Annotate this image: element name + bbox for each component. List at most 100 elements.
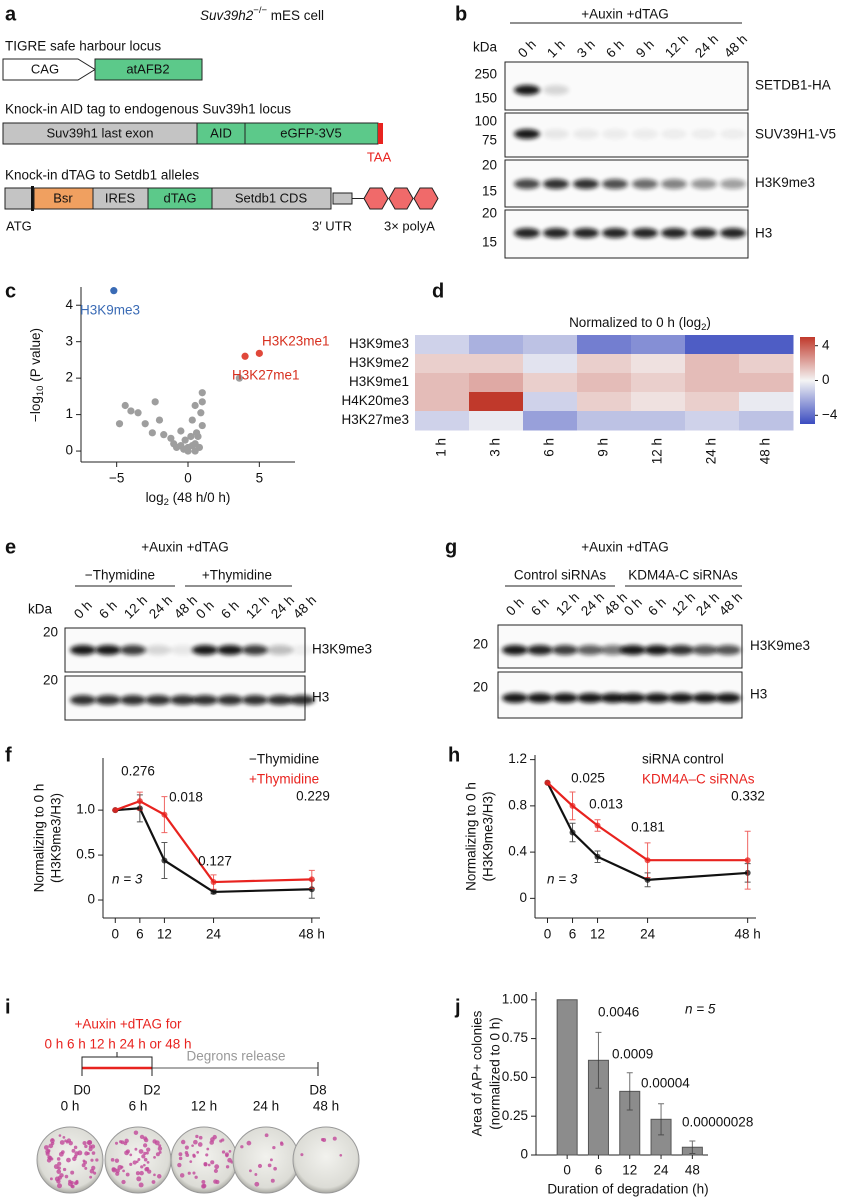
colony xyxy=(84,1144,88,1149)
times-label: 0 h 6 h 12 h 24 h or 48 h xyxy=(44,1037,191,1052)
column-label: 24 h xyxy=(704,438,719,464)
x-tick-label: 12 xyxy=(157,927,172,942)
y-axis-label-part: −log xyxy=(28,396,43,422)
heat-cell xyxy=(415,373,470,393)
point xyxy=(644,857,651,864)
lane-label: 48 h xyxy=(716,589,745,618)
colony xyxy=(193,1139,198,1145)
marker-label: 20 xyxy=(43,625,58,640)
band xyxy=(514,85,540,95)
colony xyxy=(62,1167,67,1172)
colony xyxy=(141,1154,146,1159)
title-gene: Suv39h2 xyxy=(200,8,254,23)
p-value: 0.181 xyxy=(631,820,665,835)
kda-label: kDa xyxy=(28,602,52,617)
panel-label: b xyxy=(455,3,467,25)
x-axis-label: Duration of degradation (h) xyxy=(547,1182,708,1197)
column-label: 1 h xyxy=(434,438,449,457)
colony xyxy=(134,1147,138,1151)
heat-cell xyxy=(523,392,578,412)
colony xyxy=(59,1173,64,1178)
band xyxy=(192,645,218,655)
blot xyxy=(504,61,749,111)
colony xyxy=(210,1160,215,1165)
y-tick-label: 0 xyxy=(65,443,73,458)
colony xyxy=(145,1151,149,1155)
lane-label: 48 h xyxy=(290,592,319,621)
lane-label: 6 h xyxy=(96,598,120,622)
panel-label: d xyxy=(432,280,444,302)
release-label: Degrons release xyxy=(186,1049,285,1064)
colony xyxy=(178,1152,183,1157)
colony xyxy=(129,1153,133,1157)
point xyxy=(197,409,205,417)
point xyxy=(141,420,149,428)
lane-label: 48 h xyxy=(721,31,750,60)
colony xyxy=(95,1158,99,1162)
row-label: H3K9me1 xyxy=(349,374,409,389)
colony xyxy=(70,1180,74,1185)
heat-cell xyxy=(577,354,632,374)
colony xyxy=(72,1156,77,1162)
point xyxy=(255,349,263,357)
colony xyxy=(66,1157,71,1163)
colony xyxy=(120,1165,124,1169)
heat-cell xyxy=(631,354,686,374)
heat-cell xyxy=(415,411,470,431)
band xyxy=(170,645,196,655)
band xyxy=(577,693,603,703)
colony xyxy=(49,1138,55,1144)
point xyxy=(235,374,243,382)
y-axis-label: Normalizing to 0 h xyxy=(464,782,479,891)
band xyxy=(543,179,569,189)
colony xyxy=(201,1179,206,1184)
panel-label: c xyxy=(5,280,16,302)
colony xyxy=(157,1174,162,1179)
point xyxy=(191,401,199,410)
colony xyxy=(47,1155,52,1160)
colony xyxy=(184,1150,189,1155)
heat-cell xyxy=(685,335,740,355)
heat-cell xyxy=(523,354,578,374)
panel-label: g xyxy=(445,536,457,558)
point xyxy=(161,857,168,864)
band xyxy=(644,645,670,655)
blot-label: SUV39H1-V5 xyxy=(755,127,836,142)
heatmap-title-part: 2 xyxy=(701,322,706,333)
colony xyxy=(197,1142,203,1147)
polya-hexagon xyxy=(388,187,414,210)
x-tick-label: 0 xyxy=(184,471,192,486)
colony xyxy=(57,1161,62,1166)
bar xyxy=(556,999,578,1156)
band xyxy=(502,645,528,655)
blot-label: H3 xyxy=(755,226,772,241)
box-label: Bsr xyxy=(53,190,73,205)
colony xyxy=(147,1169,152,1174)
colony xyxy=(300,1153,304,1157)
point xyxy=(136,798,143,805)
blot-label: H3 xyxy=(312,690,329,705)
colony xyxy=(339,1153,343,1157)
heat-cell xyxy=(415,392,470,412)
band xyxy=(514,129,540,139)
y-axis-label: −log10 (P value) xyxy=(28,328,46,422)
kda-label: kDa xyxy=(473,40,497,55)
point xyxy=(308,876,315,883)
colony xyxy=(153,1155,156,1159)
colony xyxy=(192,1153,196,1157)
colony xyxy=(249,1169,252,1173)
heat-cell xyxy=(739,354,794,374)
band xyxy=(602,228,628,238)
y-axis-label-part: (P value) xyxy=(28,328,43,386)
colony xyxy=(198,1135,203,1140)
band xyxy=(543,129,569,139)
heat-cell xyxy=(469,354,524,374)
lane-label: 12 h xyxy=(553,589,582,618)
colony xyxy=(89,1168,95,1174)
panel-label: i xyxy=(5,996,11,1018)
heat-cell xyxy=(631,392,686,412)
colony xyxy=(46,1158,52,1163)
band xyxy=(120,695,146,705)
colony xyxy=(221,1150,226,1154)
